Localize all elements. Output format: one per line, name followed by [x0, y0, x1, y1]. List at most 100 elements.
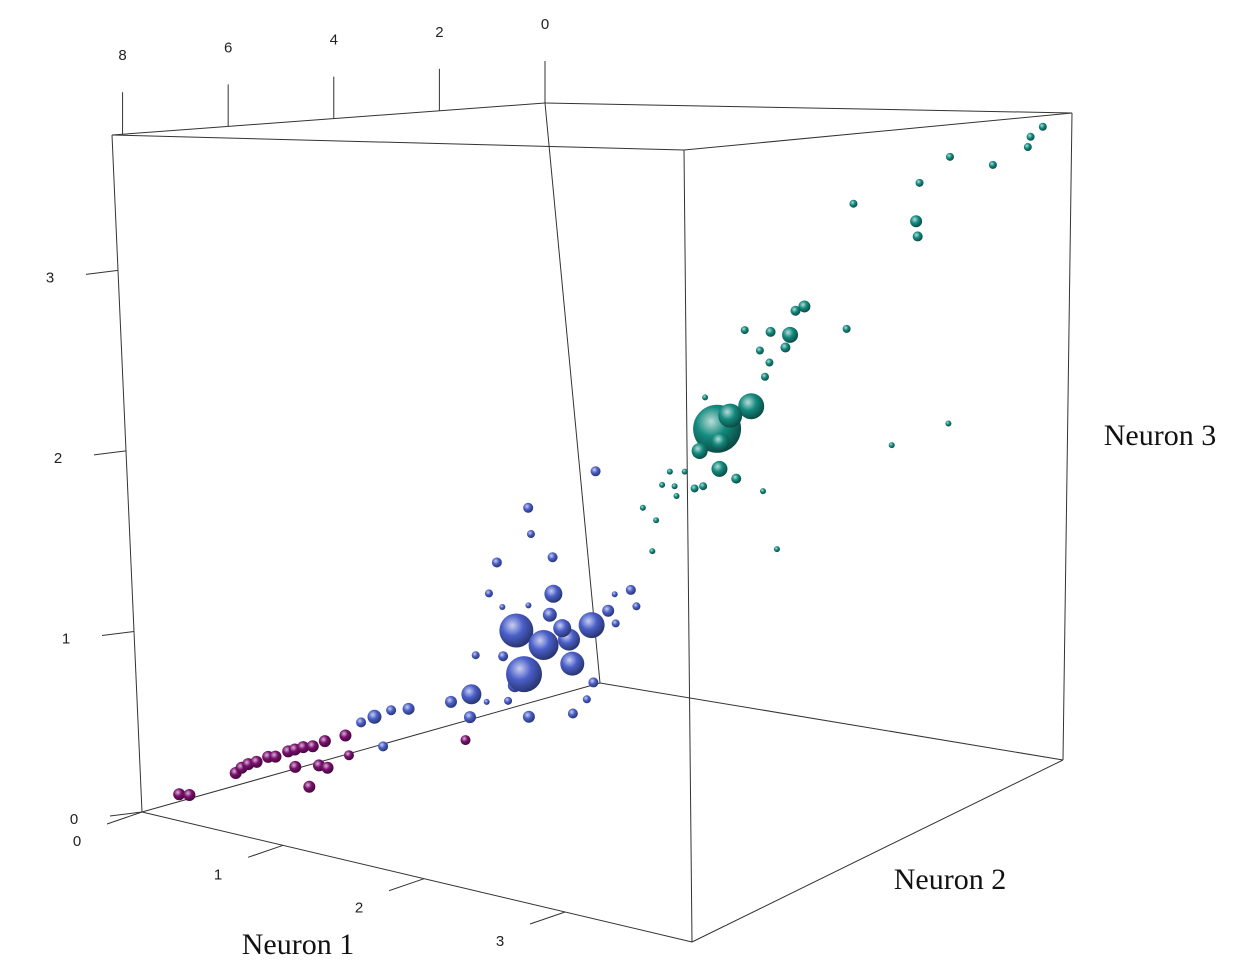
data-point	[602, 604, 615, 617]
z-axis-title: Neuron 3	[1104, 419, 1216, 452]
data-point	[731, 473, 742, 484]
box-edge	[111, 102, 546, 136]
data-point	[632, 602, 641, 611]
data-point	[738, 393, 765, 420]
data-point	[711, 460, 728, 477]
data-point	[915, 178, 924, 187]
data-point	[673, 492, 680, 499]
x-axis-title: Neuron 1	[242, 928, 354, 961]
data-point	[183, 788, 196, 801]
data-point	[499, 613, 534, 648]
data-point	[528, 630, 559, 661]
box-edge	[1062, 112, 1073, 761]
data-point	[780, 342, 791, 353]
x-tick	[529, 911, 566, 925]
data-point	[666, 468, 673, 475]
data-point	[888, 442, 895, 449]
data-point	[289, 760, 302, 773]
y-tick-label: 4	[330, 32, 338, 49]
data-point	[1026, 132, 1035, 141]
x-tick-label: 1	[214, 866, 222, 883]
box-edge	[683, 149, 693, 943]
data-point	[303, 780, 316, 793]
data-point	[625, 584, 636, 595]
data-point	[760, 372, 769, 381]
data-point	[690, 484, 699, 493]
data-point	[765, 358, 774, 367]
data-point	[386, 705, 397, 716]
x-tick	[106, 811, 143, 825]
data-point	[491, 557, 502, 568]
data-point	[988, 160, 997, 169]
data-point	[471, 651, 480, 660]
z-tick-label: 0	[70, 811, 78, 828]
data-point	[649, 548, 656, 555]
data-point	[306, 740, 319, 753]
data-point	[367, 709, 382, 724]
data-point	[912, 231, 923, 242]
data-point	[611, 591, 618, 598]
box	[111, 102, 1073, 943]
z-tick	[93, 450, 127, 456]
data-point	[671, 483, 678, 490]
data-point	[702, 394, 709, 401]
data-point	[782, 326, 799, 343]
box-edge	[141, 811, 693, 943]
data-point	[798, 300, 811, 313]
data-point	[691, 442, 708, 459]
data-point	[578, 612, 605, 639]
data-point	[356, 717, 367, 728]
y-tick-label: 0	[541, 16, 549, 33]
box-edge	[683, 112, 1073, 151]
data-point	[740, 326, 749, 335]
data-point	[1038, 122, 1047, 131]
data-point	[910, 215, 923, 228]
data-point	[461, 684, 482, 705]
data-point	[318, 735, 331, 748]
data-point	[250, 755, 263, 768]
data-point	[378, 741, 389, 752]
x-tick-label: 3	[496, 933, 504, 950]
data-point	[504, 696, 513, 705]
y-tick-label: 6	[224, 39, 232, 56]
data-point	[611, 619, 620, 628]
data-point	[681, 468, 688, 475]
box-edge	[111, 134, 143, 813]
data-point	[269, 750, 282, 763]
y-tick-label: 8	[118, 47, 126, 64]
data-point	[945, 152, 954, 161]
data-point	[343, 750, 354, 761]
data-point	[173, 788, 186, 801]
data-point	[653, 517, 660, 524]
data-point	[402, 702, 415, 715]
z-tick-label: 3	[46, 269, 54, 286]
data-point	[842, 324, 851, 333]
data-point	[321, 761, 334, 774]
y-tick-label: 2	[435, 24, 443, 41]
data-point	[553, 619, 572, 638]
x-tick-label: 2	[355, 900, 363, 917]
data-point	[718, 403, 743, 428]
data-point	[522, 710, 535, 723]
data-point	[659, 481, 666, 488]
z-tick-label: 1	[62, 630, 70, 647]
data-point	[790, 305, 801, 316]
z-tick	[109, 811, 143, 817]
data-point	[339, 729, 352, 742]
data-point	[499, 604, 506, 611]
data-point	[297, 741, 310, 754]
data-point	[639, 504, 646, 511]
data-point	[560, 651, 585, 676]
x-tick	[247, 844, 284, 858]
box-edge	[141, 682, 601, 813]
data-point	[483, 698, 490, 705]
data-point	[498, 651, 509, 662]
box-edge	[111, 134, 685, 151]
data-point	[547, 552, 558, 563]
data-point	[755, 346, 764, 355]
data-point	[526, 530, 535, 539]
data-point	[773, 546, 780, 553]
data-point	[567, 708, 578, 719]
data-point	[460, 735, 471, 746]
x-tick	[388, 878, 425, 892]
